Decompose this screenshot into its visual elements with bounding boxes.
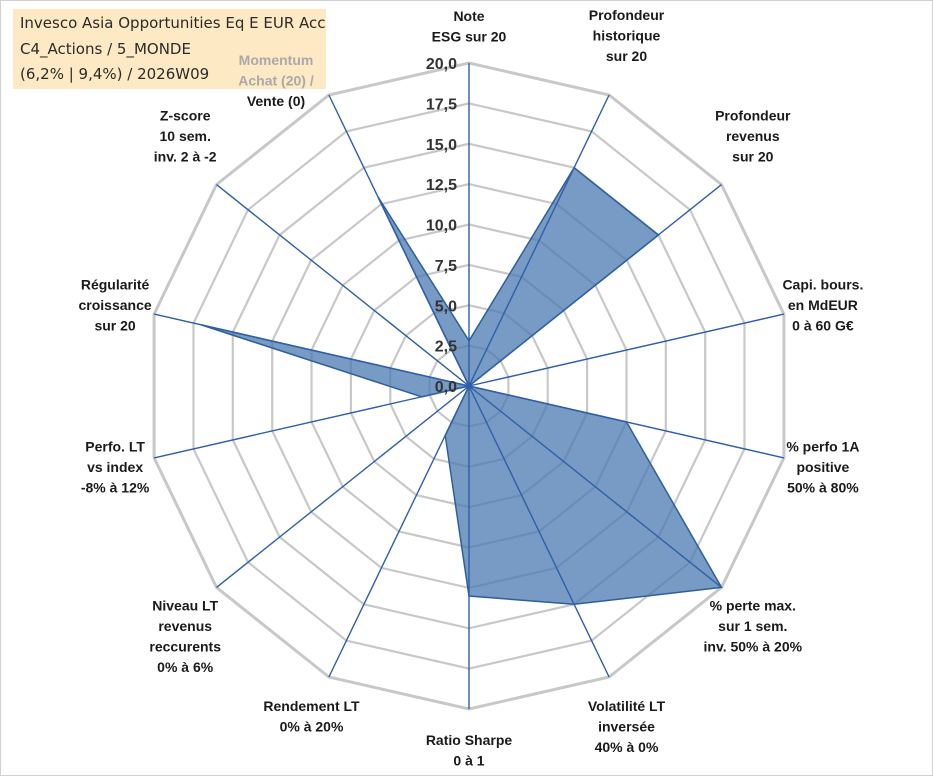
- axis-label-3-line-2: revenus: [726, 128, 780, 144]
- axis-label-2-line-1: Profondeur: [589, 7, 665, 23]
- axis-spoke-5: [468, 385, 785, 459]
- axis-spoke-12: [153, 313, 470, 387]
- axis-label-4-line-2: en MdEUR: [788, 297, 858, 313]
- axis-label-6-line-3: inv. 50% à 20%: [704, 638, 803, 654]
- axis-label-8-line-1: Ratio Sharpe: [426, 732, 513, 748]
- axis-label-3-line-3: sur 20: [732, 149, 773, 165]
- axis-label-14-line-3: Vente (0): [247, 93, 305, 109]
- tick-label-8: 20,0: [426, 56, 457, 73]
- axis-label-12-line-3: sur 20: [94, 318, 135, 334]
- chart-title-line-2: C4_Actions / 5_MONDE: [20, 40, 191, 58]
- axis-spoke-14: [328, 94, 470, 387]
- axis-label-1-line-2: ESG sur 20: [432, 29, 507, 45]
- axis-label-5-line-3: 50% à 80%: [787, 479, 859, 495]
- axis-label-10-line-1: Niveau LT: [152, 597, 218, 613]
- axis-label-7-line-2: inversée: [598, 719, 655, 735]
- axis-label-11-line-1: Perfo. LT: [85, 438, 145, 454]
- axis-spoke-9: [328, 385, 470, 678]
- axis-label-5-line-1: % perfo 1A: [786, 438, 859, 454]
- tick-label-0: 0,0: [435, 379, 457, 396]
- axis-label-7-line-3: 40% à 0%: [595, 739, 659, 755]
- tick-label-3: 7,5: [435, 258, 457, 275]
- axis-label-11-line-3: -8% à 12%: [81, 479, 150, 495]
- tick-label-1: 2,5: [435, 339, 457, 356]
- axis-spoke-13: [216, 184, 470, 387]
- axis-label-9-line-2: 0% à 20%: [280, 719, 344, 735]
- axis-label-6-line-1: % perte max.: [710, 597, 796, 613]
- axis-label-14-line-2: Achat (20) /: [238, 73, 314, 89]
- series-area: [201, 166, 723, 606]
- tick-label-6: 15,0: [426, 137, 457, 154]
- axis-label-13-line-2: 10 sem.: [160, 128, 211, 144]
- axis-label-4-line-1: Capi. bours.: [782, 277, 863, 293]
- axis-label-10-line-2: revenus: [158, 618, 212, 634]
- axis-label-14-line-1: Momentum: [239, 52, 314, 68]
- chart-title-line-3: (6,2% | 9,4%) / 2026W09: [20, 65, 210, 83]
- axis-label-10-line-4: 0% à 6%: [157, 659, 214, 675]
- axis-label-12-line-1: Régularité: [81, 277, 150, 293]
- axis-spoke-10: [216, 385, 470, 588]
- axis-spoke-11: [153, 385, 470, 459]
- axis-spoke-7: [468, 385, 610, 678]
- axis-label-9-line-1: Rendement LT: [263, 698, 360, 714]
- axis-label-5-line-2: positive: [796, 459, 849, 475]
- title-box: [13, 9, 326, 89]
- axis-label-2-line-3: sur 20: [606, 48, 647, 64]
- axis-label-8-line-2: 0 à 1: [453, 753, 484, 769]
- tick-label-5: 12,5: [426, 177, 457, 194]
- axis-spoke-4: [468, 313, 785, 387]
- axis-label-1-line-1: Note: [453, 8, 484, 24]
- axis-label-4-line-3: 0 à 60 G€: [792, 318, 854, 334]
- axis-label-11-line-2: vs index: [87, 459, 143, 475]
- axis-label-12-line-2: croissance: [79, 297, 152, 313]
- chart-title-line-1: Invesco Asia Opportunities Eq E EUR Acc: [20, 14, 326, 32]
- tick-label-7: 17,5: [426, 96, 457, 113]
- axis-label-13-line-1: Z-score: [160, 108, 211, 124]
- axis-label-13-line-3: inv. 2 à -2: [154, 149, 217, 165]
- tick-label-4: 10,0: [426, 218, 457, 235]
- axis-label-7-line-1: Volatilité LT: [588, 698, 666, 714]
- axis-label-3-line-1: Profondeur: [715, 108, 791, 124]
- axis-spoke-3: [468, 184, 722, 387]
- axis-label-2-line-2: historique: [593, 27, 661, 43]
- axis-spoke-6: [468, 385, 722, 588]
- axis-label-6-line-2: sur 1 sem.: [718, 618, 787, 634]
- axis-spoke-2: [468, 94, 610, 387]
- tick-label-2: 5,0: [435, 298, 457, 315]
- axis-label-10-line-3: reccurents: [149, 638, 221, 654]
